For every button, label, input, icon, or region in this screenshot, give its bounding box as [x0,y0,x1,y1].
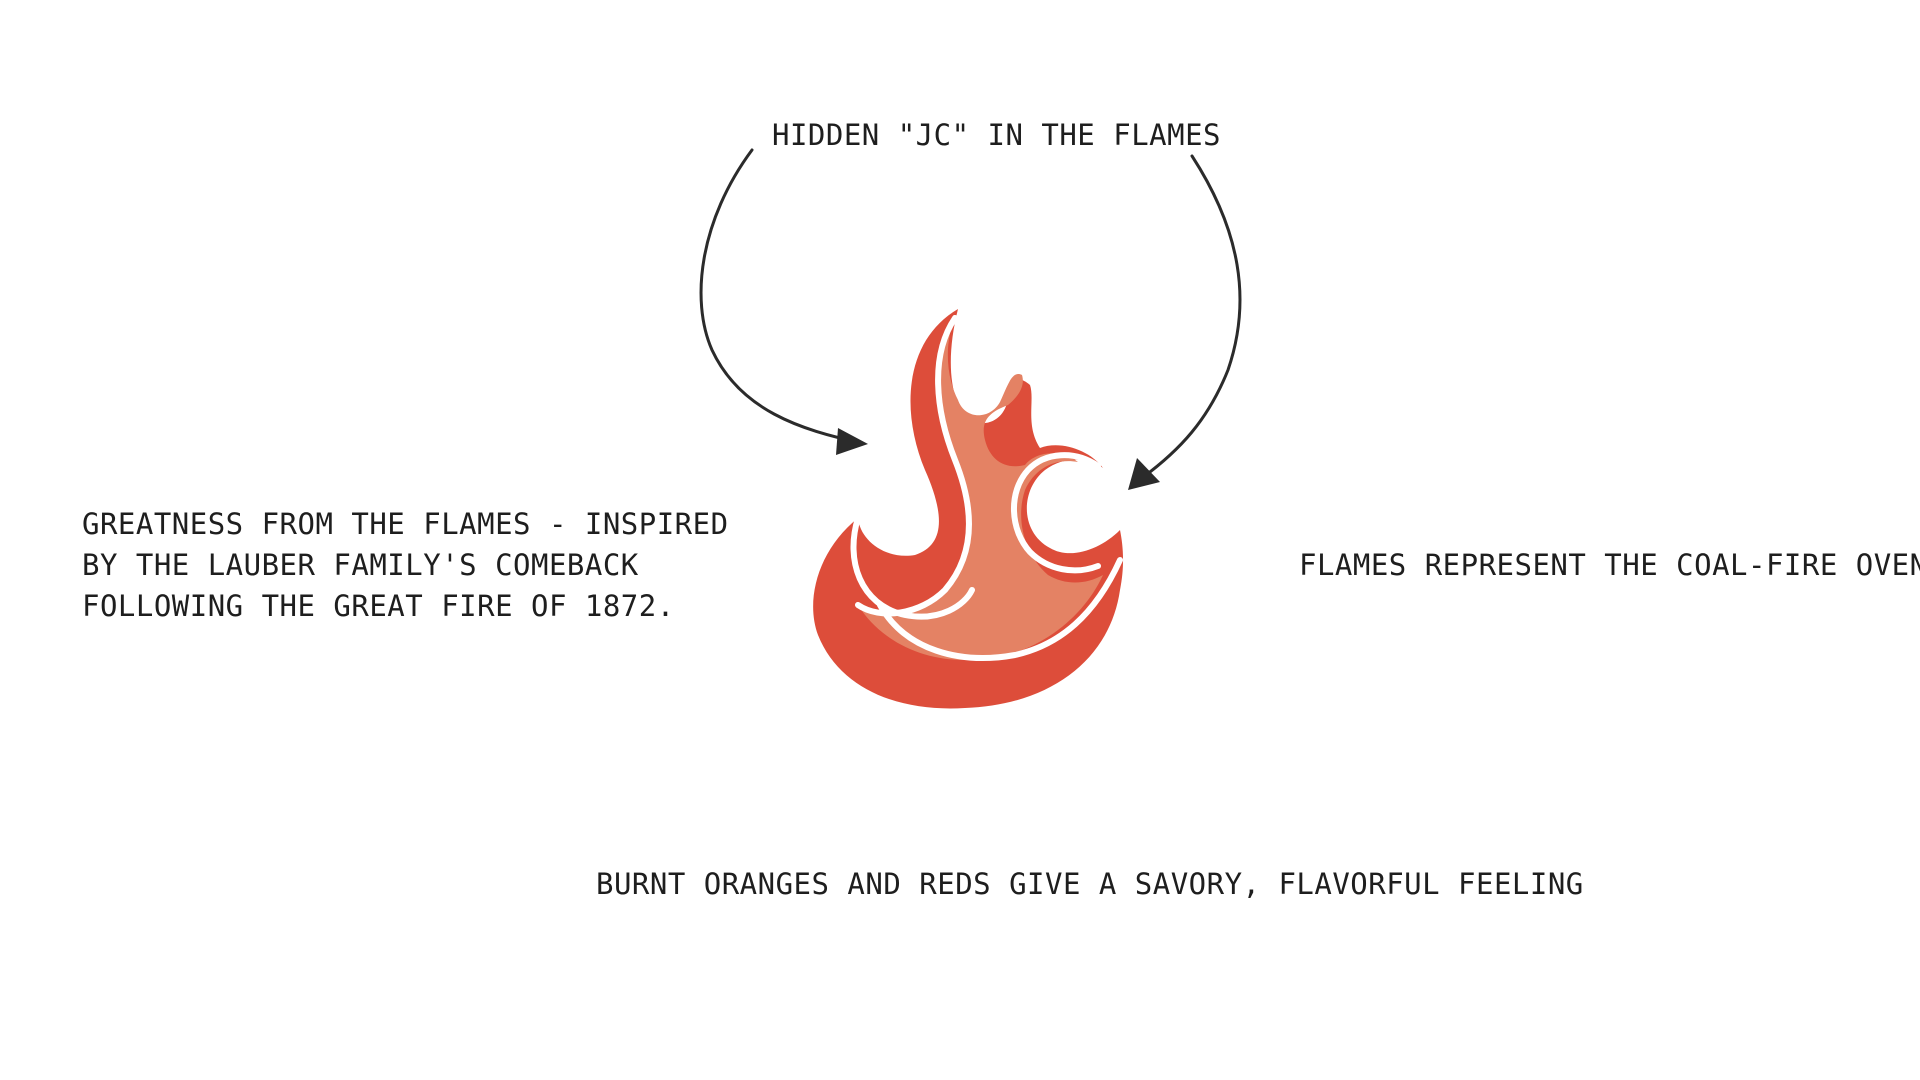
annotation-greatness-line-1: GREATNESS FROM THE FLAMES - INSPIRED [82,507,729,541]
flame-jc-logo-icon [813,309,1124,709]
right-arrow-icon [1128,154,1242,490]
flame-outline-j-hook [850,515,975,620]
left-arrow-icon [699,148,868,455]
left-arrow-head [836,428,868,455]
flame-inner-shape [858,318,1103,661]
annotation-colors: BURNT ORANGES AND REDS GIVE A SAVORY, FL… [596,867,1584,901]
right-arrow-head [1128,458,1160,490]
annotation-greatness: GREATNESS FROM THE FLAMES - INSPIRED BY … [82,504,729,627]
flame-outline-j [855,315,972,617]
flame-outline-base [877,557,1123,661]
flame-c-cutout [1036,475,1102,551]
right-arrow-line [1140,154,1242,480]
annotation-greatness-line-3: FOLLOWING THE GREAT FIRE OF 1872. [82,589,675,623]
left-arrow-line [699,148,864,445]
annotation-coal-fire: FLAMES REPRESENT THE COAL-FIRE OVEN. [1299,548,1920,582]
flame-outline-c [1011,452,1101,574]
annotation-hidden-jc: HIDDEN "JC" IN THE FLAMES [772,118,1221,152]
annotation-greatness-line-2: BY THE LAUBER FAMILY'S COMEBACK [82,548,639,582]
